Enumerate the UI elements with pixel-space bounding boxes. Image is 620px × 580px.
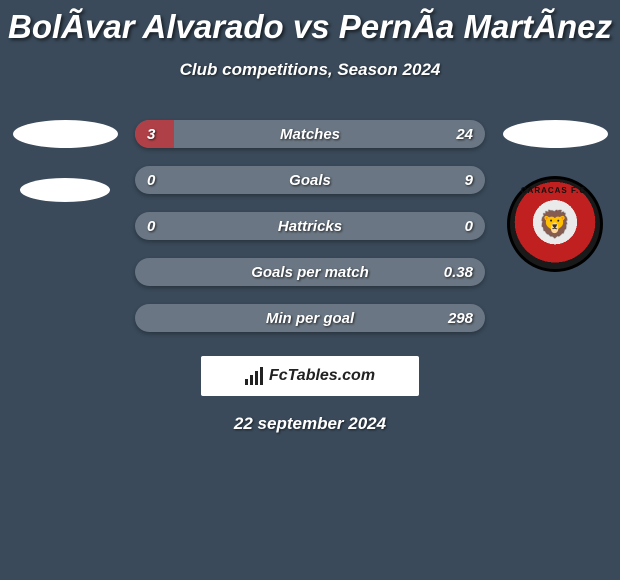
- page-title: BolÃvar Alvarado vs PernÃa MartÃnez: [0, 0, 620, 46]
- stat-label: Goals: [289, 172, 331, 189]
- left-player-col: [5, 120, 125, 202]
- stat-label: Min per goal: [266, 310, 354, 327]
- stat-label: Goals per match: [251, 264, 369, 281]
- branding-text: FcTables.com: [269, 367, 375, 385]
- stat-row-goals-per-match: Goals per match 0.38: [135, 258, 485, 286]
- right-player-col: CARACAS F.C. 🦁: [495, 120, 615, 272]
- stat-left-value: 3: [147, 126, 155, 143]
- comparison-row: 3 Matches 24 0 Goals 9 0 Hattricks 0 Goa…: [0, 120, 620, 332]
- stat-right-value: 24: [456, 126, 473, 143]
- left-club-placeholder: [20, 178, 110, 202]
- stat-left-value: 0: [147, 172, 155, 189]
- stat-row-goals: 0 Goals 9: [135, 166, 485, 194]
- right-player-placeholder: [503, 120, 608, 148]
- date-line: 22 september 2024: [0, 414, 620, 434]
- right-club-logo: CARACAS F.C. 🦁: [507, 176, 603, 272]
- stats-column: 3 Matches 24 0 Goals 9 0 Hattricks 0 Goa…: [135, 120, 485, 332]
- stat-row-matches: 3 Matches 24: [135, 120, 485, 148]
- club-logo-text: CARACAS F.C.: [521, 186, 589, 195]
- subtitle: Club competitions, Season 2024: [0, 60, 620, 80]
- stat-label: Matches: [280, 126, 340, 143]
- stat-right-value: 298: [448, 310, 473, 327]
- stat-right-value: 0: [465, 218, 473, 235]
- stat-row-hattricks: 0 Hattricks 0: [135, 212, 485, 240]
- stat-label: Hattricks: [278, 218, 342, 235]
- stat-right-value: 9: [465, 172, 473, 189]
- stat-right-value: 0.38: [444, 264, 473, 281]
- stat-left-value: 0: [147, 218, 155, 235]
- branding-box[interactable]: FcTables.com: [201, 356, 419, 396]
- lion-icon: 🦁: [539, 211, 571, 237]
- stat-row-min-per-goal: Min per goal 298: [135, 304, 485, 332]
- chart-icon: [245, 367, 263, 385]
- left-player-placeholder: [13, 120, 118, 148]
